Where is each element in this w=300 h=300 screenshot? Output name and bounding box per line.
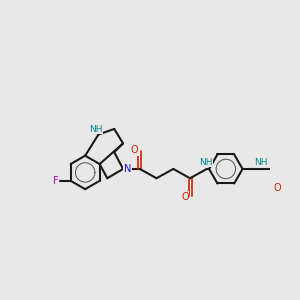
Text: F: F	[53, 176, 59, 186]
Text: NH: NH	[254, 158, 268, 167]
Text: O: O	[181, 192, 189, 202]
Text: NH: NH	[199, 158, 212, 167]
Text: O: O	[273, 182, 281, 193]
Text: NH: NH	[89, 125, 102, 134]
Text: O: O	[131, 145, 139, 155]
Text: N: N	[124, 164, 131, 174]
